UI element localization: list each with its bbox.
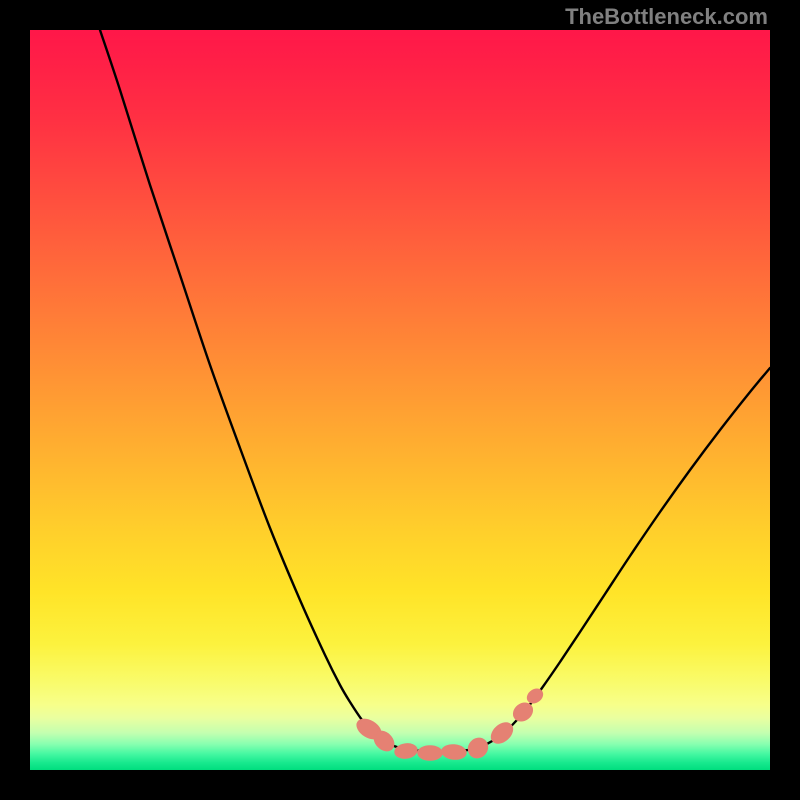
v-curve (30, 30, 770, 770)
curve-marker (418, 746, 442, 760)
curve-marker (488, 719, 517, 747)
chart-frame: TheBottleneck.com (0, 0, 800, 800)
markers-group (354, 686, 545, 761)
plot-area (30, 30, 770, 770)
curve-marker (441, 744, 466, 760)
curve-marker (465, 735, 492, 762)
curve-marker (394, 743, 418, 760)
main-curve-path (100, 30, 770, 751)
watermark-text: TheBottleneck.com (565, 4, 768, 30)
